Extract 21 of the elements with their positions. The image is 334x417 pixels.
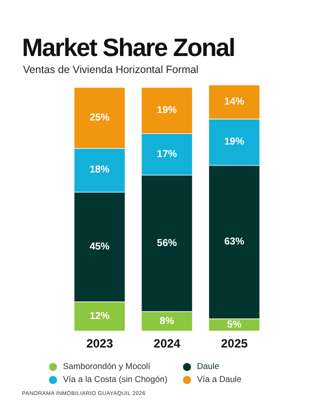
data-label: 8% (160, 316, 174, 327)
data-label: 25% (90, 112, 110, 124)
x-tick-label: 2023 (86, 336, 114, 351)
data-label: 45% (90, 241, 110, 252)
data-label: 63% (224, 236, 244, 248)
chart-title: Market Share Zonal (22, 34, 235, 63)
legend-label: Vía a Daule (197, 374, 242, 385)
data-label: 17% (156, 148, 178, 160)
data-label: 5% (227, 319, 242, 330)
legend-label: Vía a la Costa (sin Chogón) (63, 374, 168, 385)
x-tick-label: 2025 (220, 336, 248, 351)
data-label: 12% (90, 310, 110, 322)
data-label: 56% (156, 238, 178, 249)
legend-label: Samborondón y Mocolí (63, 361, 150, 372)
chart-subtitle: Ventas de Vivienda Horizontal Formal (23, 64, 198, 76)
data-label: 14% (224, 96, 244, 108)
data-label: 19% (224, 136, 244, 148)
data-label: 18% (90, 164, 110, 176)
text: Daule (197, 361, 220, 372)
data-label: 19% (156, 105, 178, 116)
x-tick-label: 2024 (154, 336, 181, 351)
